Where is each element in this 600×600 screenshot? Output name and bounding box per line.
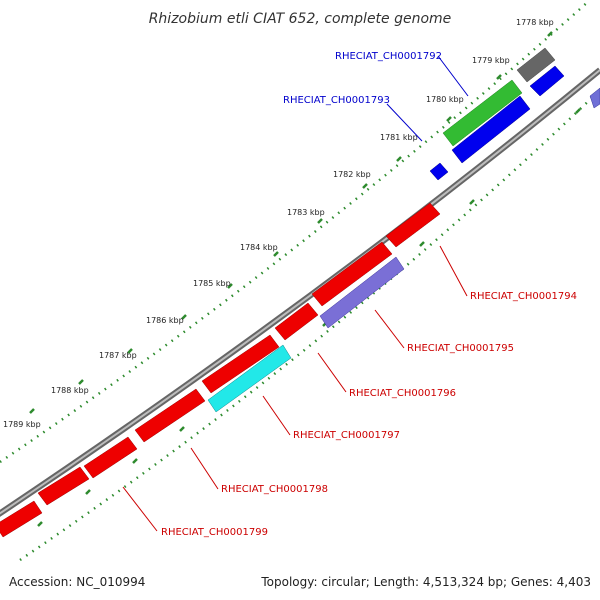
gene-red-c[interactable] (274, 302, 319, 341)
tick-label-1787: 1787 kbp (99, 351, 137, 360)
tick-labels: 1778 kbp 1779 kbp 1780 kbp 1781 kbp 1782… (3, 18, 554, 429)
tick-label-1780: 1780 kbp (426, 95, 464, 104)
gene-labels: RHECIAT_CH0001792 RHECIAT_CH0001793 RHEC… (161, 51, 577, 538)
map-title: Rhizobium etli CIAT 652, complete genome (149, 11, 452, 27)
tick-label-1782: 1782 kbp (333, 170, 371, 179)
gene-label-rheciat-ch0001799[interactable]: RHECIAT_CH0001799 (161, 527, 268, 538)
gene-label-rheciat-ch0001792[interactable]: RHECIAT_CH0001792 (335, 51, 442, 62)
gene-rheciat-ch0001795[interactable] (319, 256, 405, 329)
gene-rheciat-ch0001792[interactable] (442, 79, 523, 147)
gene-rheciat-ch0001797[interactable] (207, 344, 292, 413)
gene-red-g[interactable] (37, 466, 90, 506)
gene-red-d[interactable] (201, 334, 280, 394)
callout-lines (122, 55, 469, 532)
gene-red-a[interactable] (385, 202, 441, 248)
gene-gray[interactable] (516, 47, 556, 83)
tick-label-1783: 1783 kbp (287, 208, 325, 217)
tick-label-1788: 1788 kbp (51, 386, 89, 395)
gene-label-rheciat-ch0001793[interactable]: RHECIAT_CH0001793 (283, 95, 390, 106)
tick-label-1779: 1779 kbp (472, 56, 510, 65)
gene-label-rheciat-ch0001795[interactable]: RHECIAT_CH0001795 (407, 343, 514, 354)
accession-text: Accession: NC_010994 (9, 575, 145, 589)
gene-label-rheciat-ch0001794[interactable]: RHECIAT_CH0001794 (470, 291, 577, 302)
outer-major-ticks (29, 31, 553, 414)
gene-red-b[interactable] (311, 241, 393, 307)
outer-scale-dots (0, 0, 591, 464)
gene-label-rheciat-ch0001797[interactable]: RHECIAT_CH0001797 (293, 430, 400, 441)
genome-summary-text: Topology: circular; Length: 4,513,324 bp… (260, 575, 591, 589)
tick-label-1789: 1789 kbp (3, 420, 41, 429)
gene-blue-small[interactable] (429, 162, 449, 181)
gene-red-f[interactable] (83, 436, 138, 479)
gene-rheciat-ch0001793[interactable] (451, 95, 531, 164)
gene-blue-a[interactable] (529, 65, 565, 97)
tick-label-1785: 1785 kbp (193, 279, 231, 288)
reverse-genes (207, 65, 600, 413)
tick-label-1781: 1781 kbp (380, 133, 418, 142)
forward-genes (0, 47, 556, 538)
genome-backbone-highlight (0, 69, 600, 515)
gene-red-e[interactable] (134, 388, 206, 443)
tick-label-1784: 1784 kbp (240, 243, 278, 252)
gene-red-h[interactable] (0, 500, 43, 538)
gene-blue-edge[interactable] (589, 87, 600, 109)
gene-label-rheciat-ch0001798[interactable]: RHECIAT_CH0001798 (221, 484, 328, 495)
tick-label-1778: 1778 kbp (516, 18, 554, 27)
gene-label-rheciat-ch0001796[interactable]: RHECIAT_CH0001796 (349, 388, 456, 399)
tick-label-1786: 1786 kbp (146, 316, 184, 325)
